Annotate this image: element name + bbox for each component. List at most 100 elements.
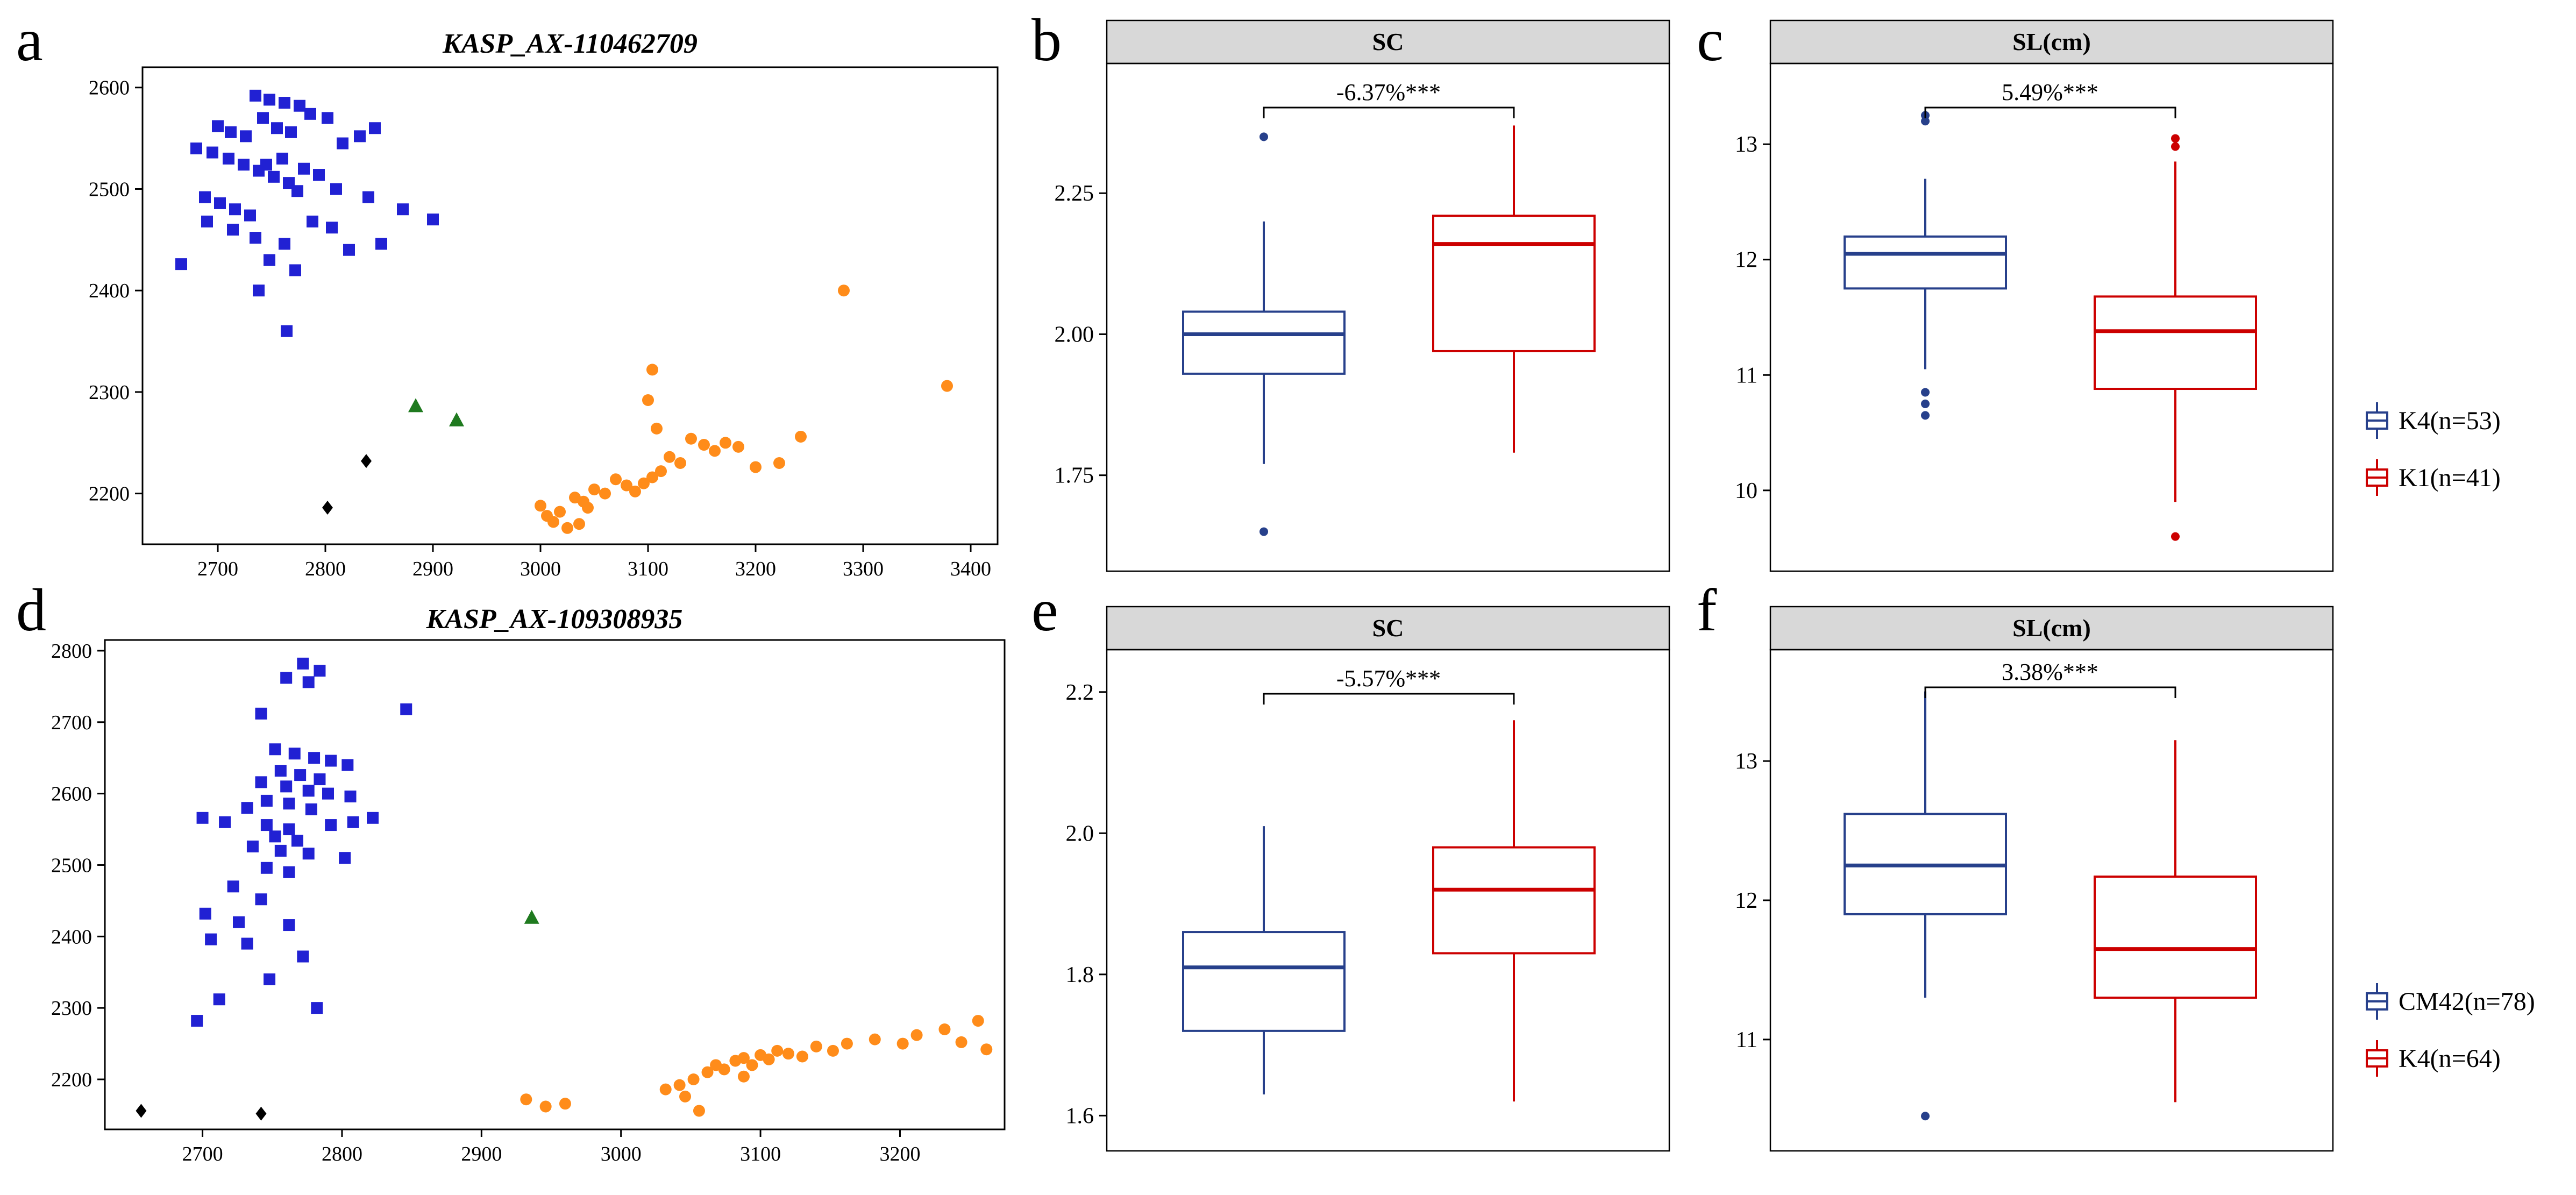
data-point [307,215,318,227]
data-point [573,518,585,530]
box-iqr [1844,235,2007,290]
data-point [311,1002,323,1014]
data-point [244,209,256,222]
data-point [314,665,326,677]
data-point [246,840,259,852]
data-point [685,432,697,445]
legend-label-cm42: CM42(n=78) [2399,987,2535,1016]
panel-letter-b: b [1031,7,1062,74]
data-point [213,993,225,1006]
data-point [214,197,226,209]
data-point [763,1053,775,1065]
data-point [449,412,464,426]
series-blue-squares [191,657,412,1027]
data-point [980,1043,993,1056]
data-point [297,950,309,963]
y-tick-label: 2500 [89,178,130,201]
box-group-CM42 [1844,691,2007,1121]
data-point [283,823,295,836]
box-group-K4 [2094,740,2257,1102]
data-point [701,1066,714,1078]
series-orange-circles [520,1015,993,1117]
data-point [524,909,539,924]
data-point [283,919,295,931]
data-point [520,1093,532,1106]
data-point [646,364,658,376]
data-point [201,215,213,227]
x-tick-label: 3000 [601,1143,642,1165]
data-point [659,1083,672,1096]
data-point [279,97,290,109]
series-black-diamonds [322,454,372,515]
significance-annotation-c: 5.49%*** [2002,79,2098,105]
y-tick-label: 2200 [51,1069,92,1091]
panel-b-header-title: SC [1372,28,1404,55]
boxplot-glyph-blue-icon [2366,983,2388,1020]
data-point [638,477,650,489]
y-tick-label: 1.75 [1055,464,1094,488]
data-point [375,238,387,250]
panel-letter-f: f [1697,577,1717,644]
data-point [190,142,202,154]
x-tick-label: 3400 [950,558,991,580]
y-tick-label: 2200 [89,483,130,506]
data-point [655,465,667,478]
box-group-K1 [1432,125,1596,453]
data-point [264,94,275,106]
y-tick-label: 2300 [51,997,92,1020]
data-point [664,451,675,463]
scatter-plot-d: 2700 2800 2900 3000 3100 3200 2200 2300 2400 2500… [51,639,1006,1165]
data-point [250,89,261,102]
x-tick-label: 3200 [879,1143,920,1165]
x-tick-label: 2700 [197,558,238,580]
data-point [610,473,622,486]
panel-f-header [1769,606,2334,651]
y-tick-label: 11 [1736,363,1757,388]
data-point [750,461,762,473]
x-tick-label: 2900 [412,558,453,580]
data-point [539,1100,552,1113]
data-point [838,284,850,297]
y-tick-label: 2600 [89,77,130,99]
data-point [199,191,211,203]
series-green-triangles [408,398,464,426]
x-tick-label: 3300 [843,558,884,580]
box-plot-f: 11 12 13 [1735,649,2334,1152]
data-point [264,254,275,266]
data-point [240,130,252,143]
data-point [698,439,710,451]
data-point [588,483,600,496]
y-tick-label: 10 [1735,479,1757,503]
data-point [841,1037,853,1050]
data-point [535,500,546,512]
panel-b: b SC 1.75 2.00 2.25 -6.37%*** [1031,7,1670,572]
data-point [343,244,355,256]
data-point [746,1059,758,1071]
y-tick-label: 12 [1735,248,1757,273]
data-point [773,457,785,470]
data-point [910,1029,923,1041]
data-point [314,773,326,786]
data-point [269,743,281,756]
data-point [175,258,187,271]
box-group-K4 [1432,720,1596,1102]
box-iqr [2094,295,2257,390]
data-point [280,780,293,793]
x-tick-label: 3200 [735,558,776,580]
outlier-point [2171,142,2180,151]
data-point [941,380,953,392]
outlier-point [1259,132,1268,141]
data-point [297,657,309,670]
data-point [219,816,231,828]
data-point [241,802,253,814]
data-point [305,803,317,815]
data-point [233,916,245,928]
series-blue-squares [175,89,439,337]
y-tick-label: 2600 [51,783,92,806]
box-iqr [1432,846,1596,955]
data-point [308,752,321,764]
data-point [599,487,611,500]
plot-frame [1769,62,2334,572]
data-point [285,126,297,138]
